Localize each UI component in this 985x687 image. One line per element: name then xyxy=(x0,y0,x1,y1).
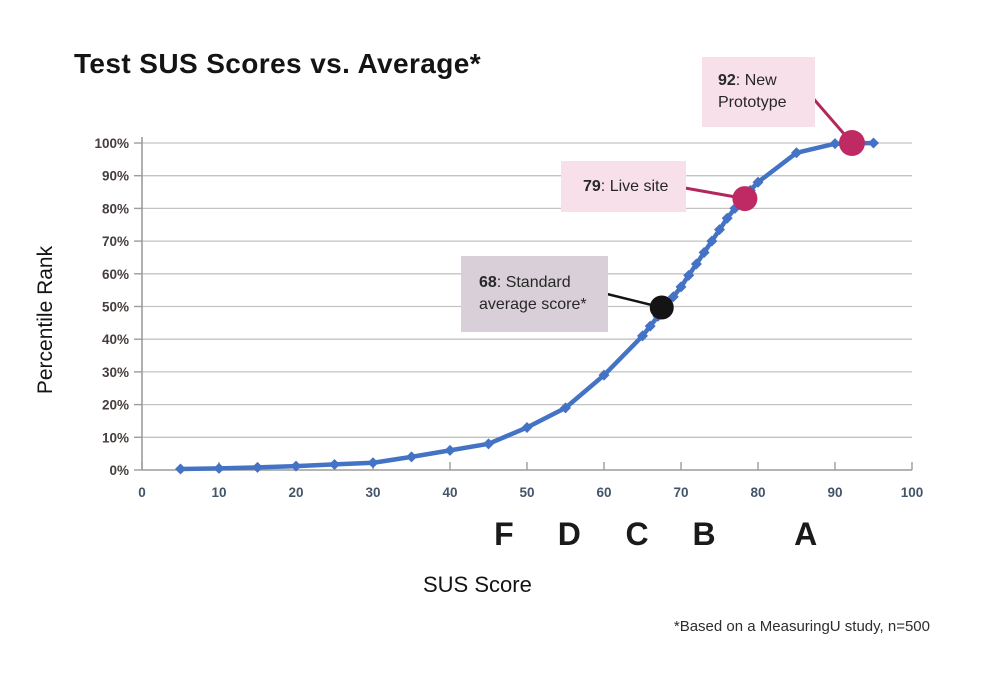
curve-marker xyxy=(791,147,802,159)
y-tick-label: 40% xyxy=(102,332,129,347)
curve-marker xyxy=(483,438,494,450)
y-tick-label: 90% xyxy=(102,169,129,184)
y-tick-label: 60% xyxy=(102,267,129,282)
annotation-dot-new-prototype xyxy=(838,130,865,156)
x-tick-label: 20 xyxy=(288,485,303,500)
y-tick-label: 10% xyxy=(102,430,129,445)
x-tick-label: 60 xyxy=(596,485,611,500)
curve-marker xyxy=(406,451,417,463)
x-tick-label: 50 xyxy=(519,485,534,500)
curve-marker xyxy=(175,463,186,475)
x-tick-label: 30 xyxy=(365,485,380,500)
curve-marker xyxy=(290,460,302,472)
curve-marker xyxy=(367,457,379,469)
x-axis-title: SUS Score xyxy=(423,572,532,597)
x-tick-label: 40 xyxy=(442,485,457,500)
x-tick-label: 90 xyxy=(827,485,842,500)
curve-marker xyxy=(706,235,718,247)
curve-marker xyxy=(444,444,456,456)
annotation-dot-live-site xyxy=(732,186,758,212)
curve-marker xyxy=(213,462,225,474)
curve-marker xyxy=(329,458,340,470)
y-tick-label: 30% xyxy=(102,365,129,380)
y-tick-label: 70% xyxy=(102,234,129,249)
curve-marker xyxy=(752,176,764,188)
curve-marker xyxy=(637,330,648,342)
y-tick-label: 50% xyxy=(102,300,129,315)
curve-marker xyxy=(598,369,610,381)
y-tick-label: 80% xyxy=(102,201,129,216)
curve-marker xyxy=(714,224,725,236)
curve-marker xyxy=(868,137,879,149)
grade-label-b: B xyxy=(693,516,716,552)
x-tick-label: 70 xyxy=(673,485,688,500)
grade-label-a: A xyxy=(794,516,817,552)
footnote: *Based on a MeasuringU study, n=500 xyxy=(673,618,930,635)
page-title: Test SUS Scores vs. Average* xyxy=(74,48,482,79)
y-tick-label: 100% xyxy=(94,136,129,151)
y-tick-label: 20% xyxy=(102,398,129,413)
curve-marker xyxy=(521,421,533,433)
x-tick-label: 80 xyxy=(750,485,765,500)
curve-marker xyxy=(683,269,695,281)
curve-marker xyxy=(829,138,841,150)
x-tick-label: 10 xyxy=(211,485,226,500)
grade-label-f: F xyxy=(494,516,514,552)
curve-marker xyxy=(644,320,656,332)
annotation-dot-standard-average xyxy=(649,295,674,320)
curve-marker xyxy=(560,402,571,414)
x-tick-label: 0 xyxy=(138,485,146,500)
grade-label-c: C xyxy=(626,516,649,552)
curve-marker xyxy=(698,247,710,259)
grade-label-d: D xyxy=(558,516,581,552)
curve-marker xyxy=(675,281,687,293)
curve-marker xyxy=(252,461,263,473)
curve-marker xyxy=(721,212,733,224)
y-tick-label: 0% xyxy=(109,463,129,478)
curve-marker xyxy=(690,258,702,270)
x-tick-label: 100 xyxy=(901,485,924,500)
